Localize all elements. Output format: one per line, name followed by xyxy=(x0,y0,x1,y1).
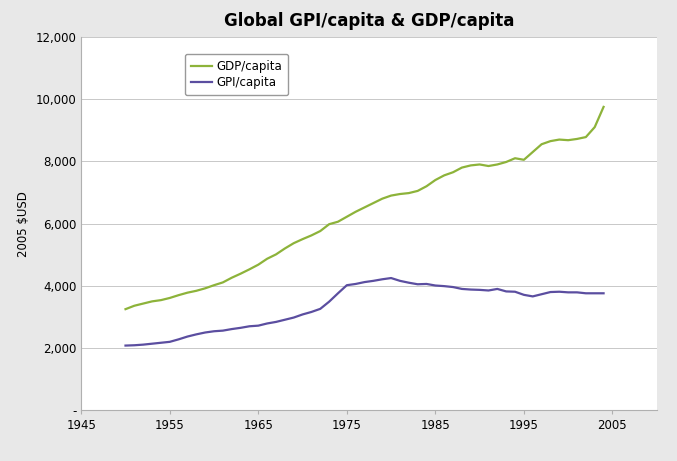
GDP/capita xyxy=(546,138,554,144)
GPI/capita xyxy=(590,290,598,296)
GDP/capita xyxy=(600,104,608,110)
GDP/capita xyxy=(121,307,129,312)
GDP/capita xyxy=(590,124,598,130)
GPI/capita xyxy=(236,325,244,331)
GPI/capita xyxy=(299,312,307,317)
GDP/capita xyxy=(299,236,307,242)
Line: GPI/capita: GPI/capita xyxy=(125,278,604,346)
Title: Global GPI/capita & GDP/capita: Global GPI/capita & GDP/capita xyxy=(224,12,514,30)
GDP/capita xyxy=(175,292,183,298)
GPI/capita xyxy=(121,343,129,349)
GPI/capita xyxy=(555,289,563,295)
Y-axis label: 2005 $USD: 2005 $USD xyxy=(17,191,30,256)
GDP/capita xyxy=(210,283,218,288)
GDP/capita xyxy=(236,271,244,277)
Legend: GDP/capita, GPI/capita: GDP/capita, GPI/capita xyxy=(185,54,288,95)
GPI/capita xyxy=(175,337,183,342)
GPI/capita xyxy=(387,275,395,281)
GPI/capita xyxy=(210,329,218,334)
GPI/capita xyxy=(600,290,608,296)
Line: GDP/capita: GDP/capita xyxy=(125,107,604,309)
